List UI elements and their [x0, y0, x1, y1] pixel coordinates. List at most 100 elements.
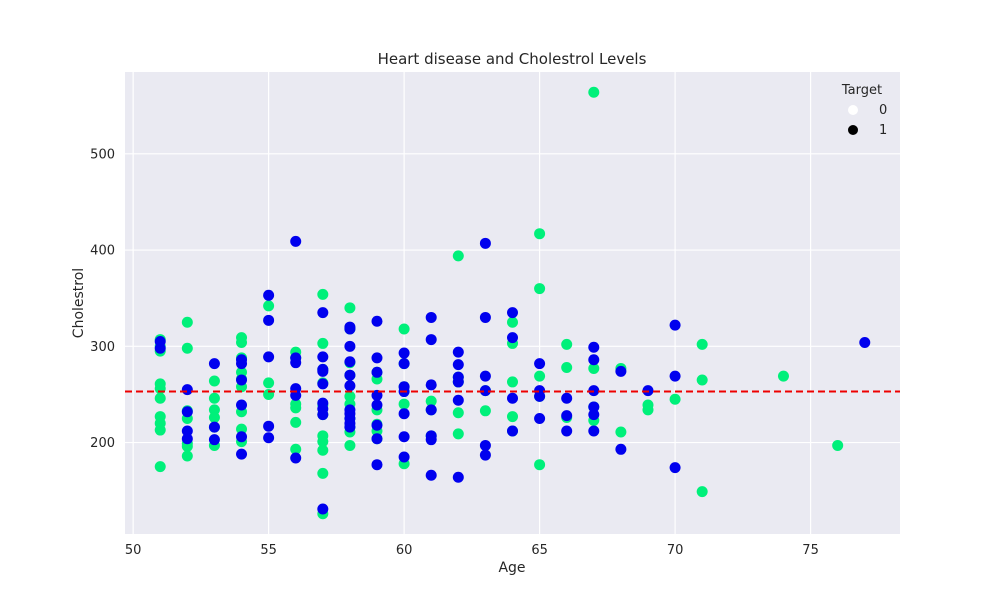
point-target-0: [208, 412, 220, 424]
point-target-1: [371, 315, 383, 327]
point-target-1: [344, 380, 356, 392]
point-target-1: [317, 503, 329, 515]
point-target-1: [425, 404, 437, 416]
point-target-1: [398, 408, 410, 420]
point-target-0: [642, 404, 654, 416]
point-target-1: [371, 352, 383, 364]
point-target-1: [507, 307, 518, 319]
x-tick-label: 70: [667, 543, 684, 558]
point-target-0: [669, 393, 681, 405]
point-target-0: [154, 424, 166, 436]
y-tick-label: 200: [90, 436, 115, 451]
point-target-1: [344, 421, 356, 433]
point-target-0: [534, 283, 546, 295]
point-target-0: [344, 390, 356, 402]
point-target-0: [181, 316, 193, 328]
point-target-0: [317, 337, 329, 349]
point-target-1: [236, 448, 248, 460]
point-target-1: [561, 392, 573, 404]
point-target-1: [290, 235, 302, 247]
point-target-1: [561, 425, 573, 437]
x-tick-label: 60: [396, 543, 413, 558]
point-target-0: [588, 362, 600, 374]
point-target-0: [236, 336, 248, 348]
point-target-0: [615, 426, 627, 438]
point-target-1: [669, 370, 681, 382]
point-target-0: [696, 374, 708, 386]
point-target-0: [479, 405, 491, 417]
point-target-0: [452, 428, 464, 440]
point-target-1: [371, 389, 383, 401]
point-target-1: [371, 366, 383, 378]
point-target-1: [181, 406, 193, 418]
point-target-1: [181, 384, 193, 396]
plot-area: [125, 72, 900, 534]
point-target-1: [859, 336, 871, 348]
point-target-1: [181, 425, 193, 437]
tick-labels: 50 55 60 65 70 75 200 300 400 500: [90, 147, 819, 558]
point-target-0: [317, 288, 329, 300]
legend-label-0: 0: [879, 103, 887, 118]
point-target-0: [507, 376, 518, 388]
point-target-1: [452, 394, 464, 406]
point-target-1: [317, 365, 329, 377]
point-target-1: [507, 425, 518, 437]
point-target-1: [236, 399, 248, 411]
point-target-1: [669, 319, 681, 331]
point-target-0: [398, 398, 410, 410]
point-target-0: [181, 440, 193, 452]
point-target-1: [669, 462, 681, 474]
point-target-0: [263, 377, 275, 389]
point-target-0: [290, 416, 302, 428]
point-target-1: [534, 358, 546, 370]
point-target-0: [208, 392, 220, 404]
point-target-0: [290, 443, 302, 455]
point-target-1: [317, 351, 329, 363]
point-target-1: [263, 420, 275, 432]
point-target-1: [452, 471, 464, 483]
point-target-1: [236, 431, 248, 443]
point-target-1: [263, 351, 275, 363]
point-target-1: [479, 449, 491, 461]
point-target-1: [154, 342, 166, 354]
point-target-0: [561, 361, 573, 373]
point-target-1: [588, 354, 600, 366]
point-target-0: [832, 439, 844, 451]
point-target-1: [208, 421, 220, 433]
point-target-0: [561, 338, 573, 350]
point-target-0: [452, 407, 464, 419]
point-target-1: [425, 434, 437, 446]
y-tick-label: 400: [90, 244, 115, 259]
point-target-1: [208, 434, 220, 446]
point-target-1: [317, 409, 329, 421]
point-target-1: [479, 311, 491, 323]
point-target-0: [317, 444, 329, 456]
y-tick-label: 300: [90, 340, 115, 355]
point-target-1: [615, 443, 627, 455]
point-target-1: [263, 289, 275, 301]
legend-title: Target: [841, 83, 882, 98]
point-target-1: [479, 439, 491, 451]
point-target-1: [371, 459, 383, 471]
point-target-1: [425, 311, 437, 323]
point-target-0: [777, 370, 789, 382]
data-points: [154, 86, 871, 520]
point-target-1: [317, 378, 329, 390]
point-target-1: [534, 413, 546, 424]
point-target-0: [317, 467, 329, 479]
point-target-1: [479, 237, 491, 249]
x-axis-label: Age: [498, 560, 525, 576]
x-tick-label: 55: [260, 543, 277, 558]
point-target-0: [398, 323, 410, 335]
point-target-1: [561, 410, 573, 422]
point-target-0: [317, 436, 329, 448]
point-target-0: [208, 404, 220, 416]
point-target-0: [290, 402, 302, 414]
point-target-0: [263, 300, 275, 312]
point-target-1: [263, 314, 275, 326]
point-target-1: [371, 399, 383, 411]
point-target-1: [263, 432, 275, 444]
point-target-1: [290, 357, 302, 369]
point-target-1: [588, 341, 600, 353]
